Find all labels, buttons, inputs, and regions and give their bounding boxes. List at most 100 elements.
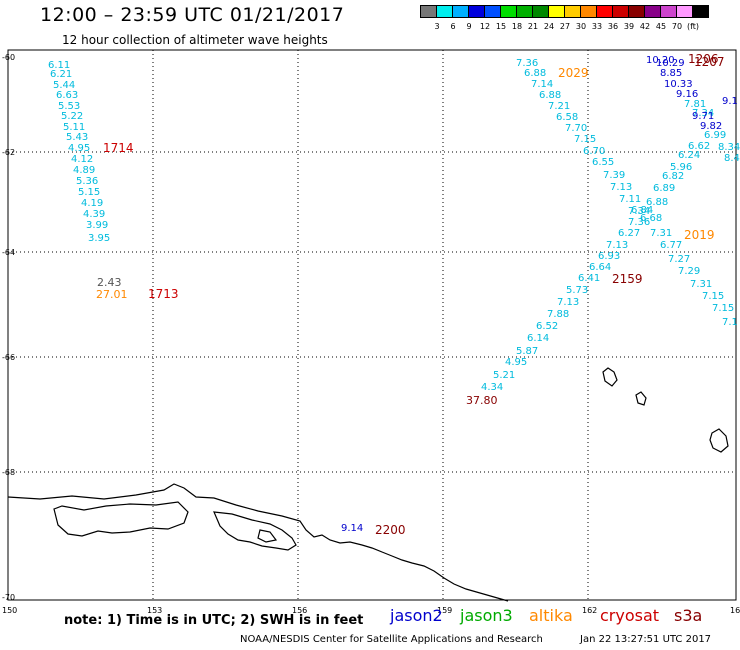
wave-height-label: 6.88 [539,90,561,101]
wave-height-label: 7.31 [650,228,672,239]
colorbar-label: 36 [607,22,619,31]
wave-height-label: 3.95 [88,233,110,244]
wave-height-label: 6.52 [536,321,558,332]
island-1 [602,367,618,387]
wave-height-label: 6.88 [524,68,546,79]
footnote: note: 1) Time is in UTC; 2) SWH is in fe… [64,613,364,628]
wave-height-label: 6.88 [646,197,668,208]
lat-label: -68 [2,468,15,477]
wave-height-label: 9.71 [692,111,714,122]
wave-height-label: 5.22 [61,111,83,122]
wave-height-label: 3.99 [86,220,108,231]
wave-height-label: 10.33 [664,79,693,90]
legend-jason2: jason2 [390,606,443,625]
coastline [7,367,729,602]
pass-time-label: 1714 [103,141,134,155]
lat-label: -62 [2,148,15,157]
antarctic-coastline [7,483,509,602]
wave-height-label: 6.77 [660,240,682,251]
wave-height-label: 7.70 [565,123,587,134]
wave-height-label: 5.11 [63,122,85,133]
lon-label: 162 [582,606,597,615]
wave-height-label: 4.89 [73,165,95,176]
timestamp: Jan 22 13:27:51 UTC 2017 [580,634,712,645]
wave-height-label: 6.99 [704,130,726,141]
wave-height-label: 6.24 [678,150,700,161]
wave-height-label: 8.34 [718,142,740,153]
colorbar-label: 24 [543,22,555,31]
colorbar-label: 45 [655,22,667,31]
wave-height-label: 5.21 [493,370,515,381]
wave-height-label: 37.80 [466,394,498,407]
wave-height-label: 7.27 [668,254,690,265]
colorbar-label: 15 [495,22,507,31]
wave-height-label: 7.14 [531,79,553,90]
legend-jason3: jason3 [460,606,513,625]
wave-height-label: 5.87 [516,346,538,357]
axis-labels: -60 -62 -64 -66 -68 -70 150 153 156 159 162 165 [2,53,740,615]
colorbar-label: 39 [623,22,635,31]
lon-label: 150 [2,606,17,615]
wave-height-label: 6.21 [50,69,72,80]
wave-height-label: 7.13 [610,182,632,193]
lon-label: 153 [147,606,162,615]
lon-label: 159 [437,606,452,615]
wave-height-label: 4.19 [81,198,103,209]
pass-time-label: 2200 [375,523,406,537]
wave-height-label: 5.36 [76,176,98,187]
wave-height-label: 6.41 [578,273,600,284]
pass-time-label: 1713 [148,287,179,301]
wave-height-label: 9.82 [700,121,722,132]
map-frame [7,49,737,601]
lat-label: -70 [2,593,15,602]
wave-height-label: 6.70 [583,146,605,157]
wave-height-label: 6.63 [56,90,78,101]
colorbar [420,5,709,18]
wave-height-label: 5.15 [78,187,100,198]
wave-height-label: 7.1 [722,317,738,328]
wave-height-label: 7.81 [684,99,706,110]
wave-height-label: 7.36 [516,58,538,69]
legend-s3a: s3a [674,606,703,625]
wave-height-label: 7.13 [606,240,628,251]
colorbar-label: 21 [527,22,539,31]
colorbar-label: 27 [559,22,571,31]
wave-height-label: 7.31 [690,279,712,290]
lat-label: -60 [2,53,15,62]
wave-height-label: 7.39 [603,170,625,181]
wave-height-label: 9.14 [341,523,363,534]
wave-height-label: 7.11 [619,194,641,205]
colorbar-label: 3 [434,22,440,31]
wave-height-label: 10.20 [646,55,675,66]
lon-label: 165 [730,606,740,615]
ice-tongue [53,501,189,537]
observations: 6.116.215.446.635.535.225.115.434.954.12… [48,52,740,537]
pass-time-label: 1207 [694,55,725,69]
colorbar-labels: 3 6 9 12 15 18 21 24 27 30 33 36 39 42 45 70 (ft) [421,22,701,31]
island-2 [635,391,647,406]
pass-time-label: 2029 [558,66,589,80]
wave-height-label: 5.44 [53,80,75,91]
wave-height-label: 7.13 [557,297,579,308]
wave-height-label: 6.55 [592,157,614,168]
colorbar-swatch [692,5,709,18]
wave-height-label: 10.29 [656,58,685,69]
lat-label: -66 [2,353,15,362]
island-3 [709,428,729,453]
wave-height-label: 9.1 [722,96,738,107]
wave-height-label: 6.62 [688,141,710,152]
colorbar-label: 9 [466,22,472,31]
wave-height-label: 7.29 [678,266,700,277]
colorbar-label: 6 [450,22,456,31]
wave-height-label: 6.93 [598,251,620,262]
wave-height-label: 4.95 [505,357,527,368]
credit: NOAA/NESDIS Center for Satellite Applica… [240,634,543,645]
wave-height-label: 2.43 [97,276,122,289]
wave-height-label: 8.4 [724,153,740,164]
wave-height-label: 7.15 [574,134,596,145]
colorbar-label: 30 [575,22,587,31]
wave-height-label: 5.73 [566,285,588,296]
wave-height-label: 4.34 [481,382,503,393]
colorbar-label: 42 [639,22,651,31]
